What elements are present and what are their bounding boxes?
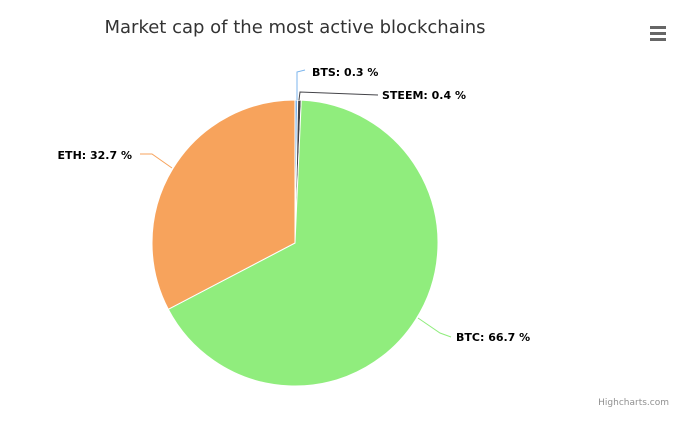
label-connectors (140, 69, 452, 338)
connector-eth (140, 153, 173, 169)
chart-title: Market cap of the most active blockchain… (104, 17, 486, 38)
credits-link[interactable]: Highcharts.com (598, 398, 669, 408)
pie-slices (151, 99, 439, 387)
connector-btc (417, 317, 452, 338)
chart-menu-button[interactable] (644, 20, 672, 46)
connector-steem (298, 91, 379, 101)
data-label-eth: ETH: 32.7 % (58, 149, 132, 162)
data-label-btc: BTC: 66.7 % (456, 331, 530, 344)
data-labels: BTS: 0.3 % STEEM: 0.4 % BTC: 66.7 % ETH: 32… (58, 66, 531, 344)
connector-bts (296, 69, 306, 100)
data-label-steem: STEEM: 0.4 % (382, 89, 466, 102)
pie-slice-btc[interactable] (167, 99, 439, 387)
pie-slice-eth[interactable] (151, 99, 296, 310)
data-label-bts: BTS: 0.3 % (312, 66, 378, 79)
